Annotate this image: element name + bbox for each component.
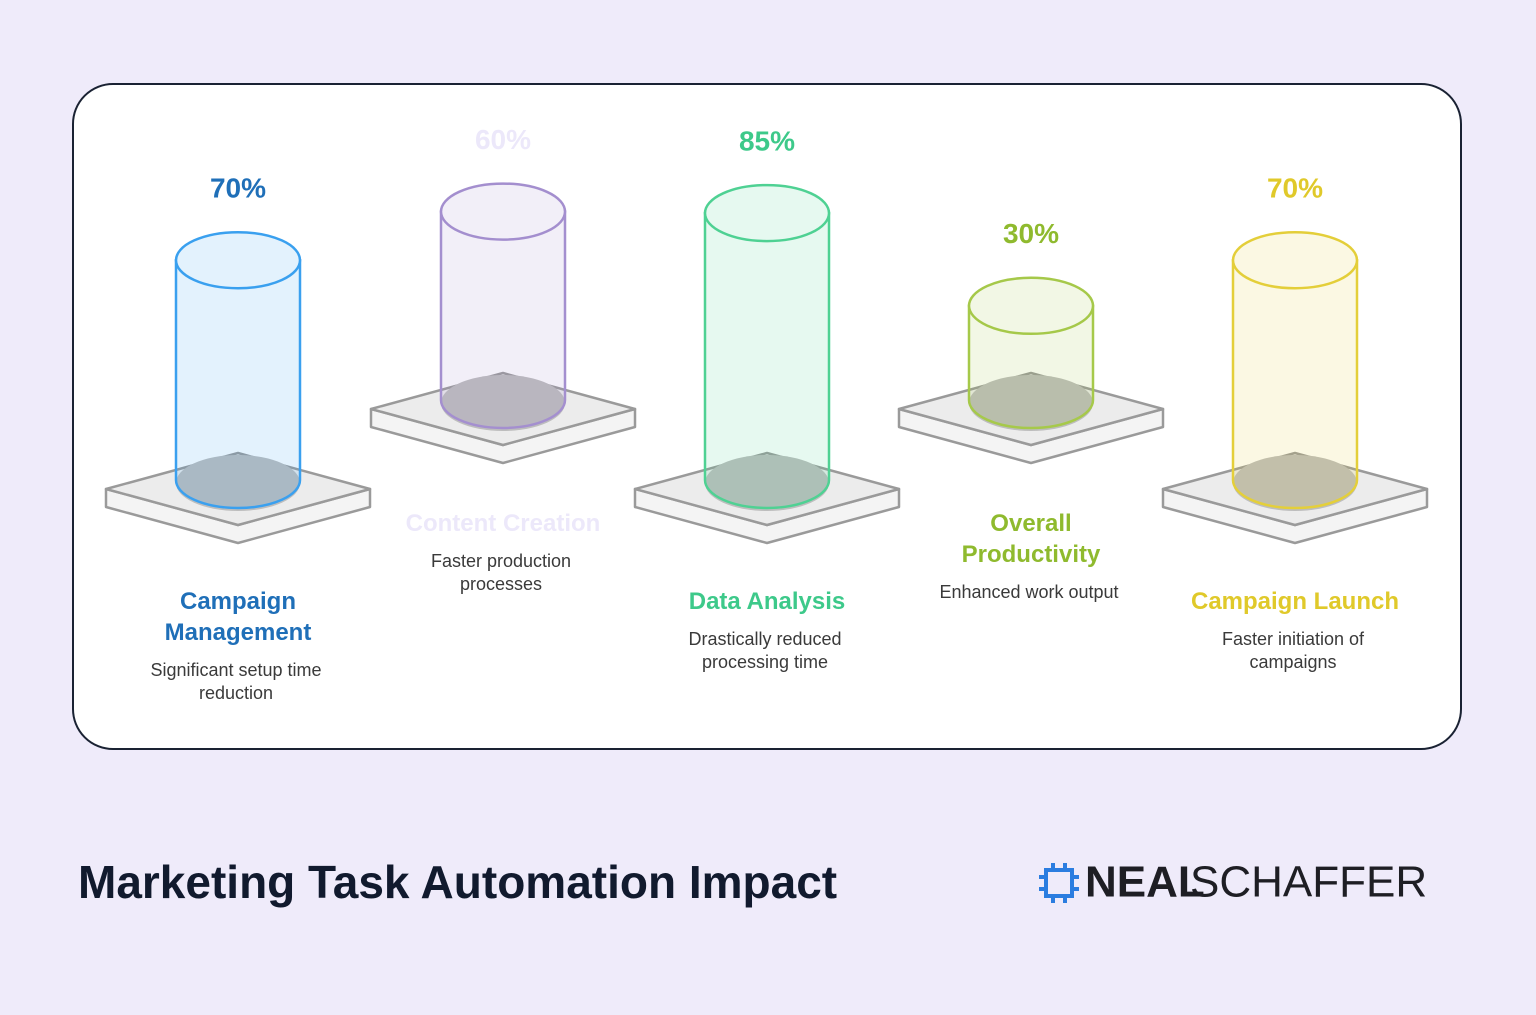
cylinder-shadow <box>1233 455 1357 511</box>
description: Faster initiation of campaigns <box>1221 629 1365 672</box>
cylinder-top <box>703 183 831 243</box>
cylinder-shadow <box>441 375 565 431</box>
value-label: 85% <box>739 125 795 156</box>
cylinder <box>703 211 831 510</box>
cylinder-top-tint <box>705 185 829 242</box>
description: Enhanced work output <box>939 582 1119 602</box>
value-label: 70% <box>210 173 266 204</box>
cylinder-top-tint <box>176 232 300 289</box>
cylinder-shadow <box>969 375 1093 431</box>
category-label: Campaign Management <box>164 588 312 646</box>
description: Drastically reduced processing time <box>688 629 842 672</box>
cylinder-top <box>967 276 1095 336</box>
cylinder-top-tint <box>441 183 565 240</box>
cylinder-top <box>174 230 302 290</box>
value-label: 70% <box>1267 173 1323 204</box>
cylinder <box>967 304 1095 430</box>
cylinder <box>174 258 302 510</box>
brand-second: SCHAFFER <box>1190 858 1427 907</box>
cylinder-shadow <box>705 455 829 511</box>
description: Significant setup time reduction <box>150 660 322 703</box>
cylinder <box>1231 258 1359 510</box>
chart-title: Marketing Task Automation Impact <box>78 856 837 908</box>
cylinder-top-tint <box>1233 232 1357 289</box>
cylinder-top-tint <box>969 277 1093 334</box>
value-label: 60% <box>475 124 531 155</box>
cylinder-shadow <box>176 455 300 511</box>
value-label: 30% <box>1003 218 1059 249</box>
description: Faster production processes <box>430 551 572 594</box>
category-label: Content Creation <box>405 510 601 537</box>
category-label: Campaign Launch <box>1190 588 1400 615</box>
brand-first: NEAL <box>1085 858 1205 907</box>
cylinder-top <box>439 182 567 241</box>
cylinder-top <box>1231 230 1359 290</box>
category-label: Data Analysis <box>688 588 846 615</box>
cylinder <box>439 210 567 430</box>
card <box>72 83 1462 750</box>
category-label: Overall Productivity <box>961 510 1101 568</box>
logo-icon <box>1039 863 1079 903</box>
